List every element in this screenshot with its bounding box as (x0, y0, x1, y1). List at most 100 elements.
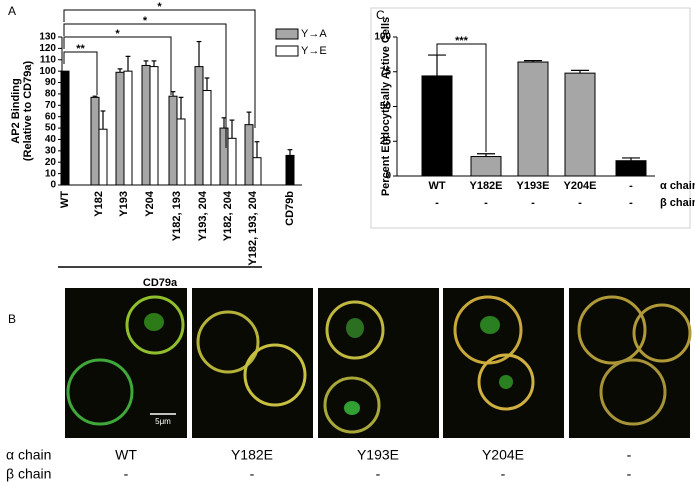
y-axis-label: (Relative to CD79a) (22, 61, 34, 162)
significance-label: * (143, 15, 148, 27)
x-tick-label: WT (428, 180, 445, 192)
significance-bracket (63, 23, 227, 148)
y-tick-label: 0 (385, 171, 391, 182)
legend-label: Y→E (301, 45, 327, 57)
significance-label: *** (455, 35, 469, 47)
y-tick-label: 100 (39, 66, 56, 77)
error-bar (622, 157, 640, 161)
row-label: β chain (660, 197, 695, 209)
panel-label: B (8, 312, 16, 326)
cells (66, 295, 692, 434)
error-bar (477, 153, 495, 157)
micrograph (569, 288, 690, 438)
beta-label: - (376, 466, 381, 482)
bar (149, 66, 159, 186)
bar (194, 66, 204, 186)
x-tick-label: Y182, 204 (222, 190, 234, 241)
beta-label: - (124, 466, 129, 482)
bar (285, 154, 295, 186)
y-tick-label: 90 (45, 77, 57, 88)
y-tick-label: 25 (380, 136, 392, 147)
significance-label: * (157, 1, 162, 13)
y-tick-label: 40 (45, 134, 57, 145)
bar (470, 156, 502, 177)
error-bar (428, 54, 446, 76)
significance-bracket (63, 9, 256, 128)
beta-label: - (501, 466, 506, 482)
x-tick-label: Y193E (516, 180, 549, 192)
bar (421, 75, 453, 177)
bar (252, 157, 262, 186)
legend-swatch (275, 45, 299, 57)
bar (90, 96, 100, 186)
error-bar (524, 60, 542, 63)
y-tick-label: 120 (39, 43, 56, 54)
x-tick-label-2: - (435, 197, 439, 209)
micrographs: 5μm (65, 288, 692, 438)
x-tick-label: Y193, 204 (197, 190, 209, 241)
y-tick-label: 60 (45, 111, 57, 122)
panel-label: C (376, 8, 385, 22)
error-bar (178, 96, 184, 119)
micrograph (443, 288, 564, 438)
significance-label: ** (76, 43, 85, 55)
bar (244, 124, 254, 186)
error-bar (151, 60, 157, 67)
y-tick-label: 75 (380, 66, 392, 77)
y-tick-label: 80 (45, 89, 57, 100)
error-bar (125, 55, 131, 72)
beta-label: - (250, 466, 255, 482)
x-tick-label: Y182 (93, 191, 105, 217)
x-tick-label-2: - (531, 197, 535, 209)
x-tick-label: WT (59, 191, 71, 208)
scale-bar-label: 5μm (155, 417, 171, 426)
error-bar (117, 68, 123, 73)
x-tick-label: Y182, 193, 204 (247, 190, 259, 266)
bar (517, 61, 549, 177)
panel-frame (370, 7, 691, 229)
bar (115, 71, 125, 186)
error-bar (92, 95, 98, 98)
y-tick-label: 70 (45, 100, 57, 111)
alpha-label: WT (115, 447, 137, 463)
group-label: CD79a (143, 277, 178, 289)
micrograph (192, 288, 313, 438)
y-tick-label: 30 (45, 145, 57, 156)
error-bar (143, 60, 149, 66)
error-bar (287, 149, 293, 156)
panel-label: A (8, 4, 16, 18)
x-tick-label: Y182, 193 (171, 191, 183, 241)
alpha-label: Y193E (357, 447, 399, 463)
error-bar (229, 119, 235, 139)
y-axis-label: Percent Endocytically Active Cells (380, 17, 392, 196)
legend-swatch (275, 28, 299, 40)
error-bar (254, 141, 260, 158)
y-tick-label: 20 (45, 157, 57, 168)
x-tick-label: Y182E (469, 180, 502, 192)
x-tick-label: Y204 (144, 190, 156, 217)
row-label: β chain (6, 466, 51, 482)
alpha-label: Y204E (482, 447, 524, 463)
y-tick-label: 100 (374, 32, 391, 43)
alpha-label: - (627, 447, 632, 463)
row-label: α chain (660, 180, 695, 192)
bar (98, 128, 108, 186)
error-bar (100, 110, 106, 130)
bar (168, 95, 178, 186)
significance-bracket (63, 36, 172, 95)
significance-label: * (115, 28, 120, 40)
beta-label: - (627, 466, 632, 482)
y-tick-label: 110 (40, 54, 57, 65)
bar (60, 70, 70, 186)
bar (141, 64, 151, 186)
error-bar (571, 69, 589, 74)
x-tick-label: Y204E (563, 180, 596, 192)
bar (123, 70, 133, 186)
bar (219, 127, 229, 186)
bar (615, 160, 647, 177)
y-tick-label: 10 (45, 168, 57, 179)
bar (564, 72, 596, 177)
legend-label: Y→A (301, 28, 327, 40)
x-tick-label-2: - (578, 197, 582, 209)
x-tick-label: - (629, 180, 633, 192)
